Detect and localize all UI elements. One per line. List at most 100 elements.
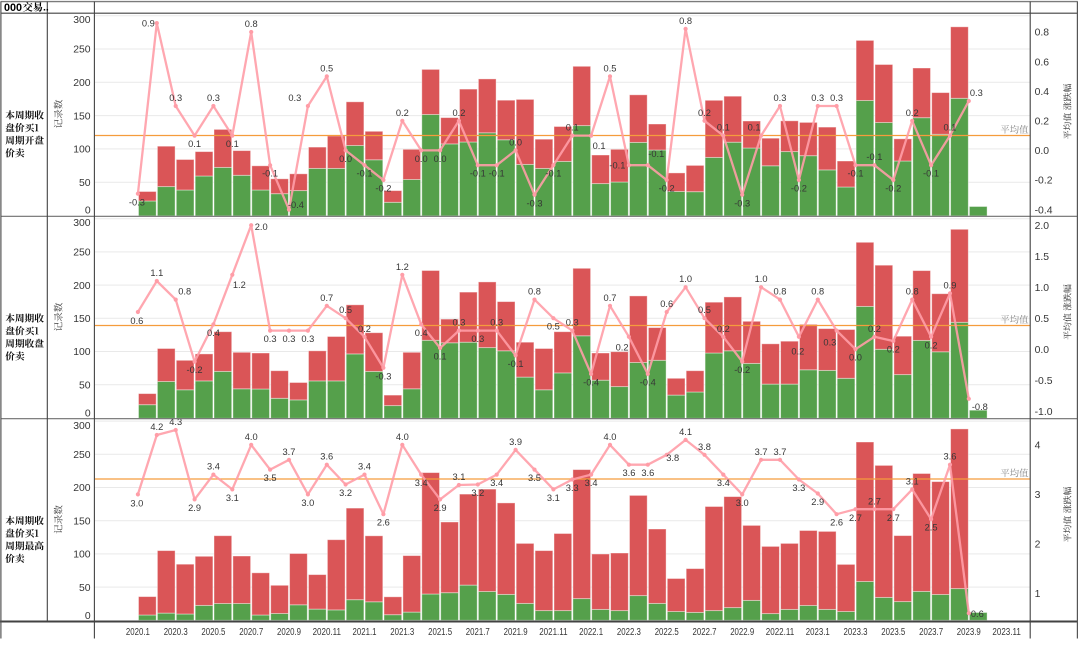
svg-text:3.0: 3.0	[301, 498, 314, 508]
svg-text:2022.7: 2022.7	[693, 627, 717, 638]
svg-text:2021.3: 2021.3	[390, 627, 414, 638]
svg-text:2.0: 2.0	[255, 222, 268, 232]
svg-text:150: 150	[73, 111, 91, 122]
svg-text:0.1: 0.1	[748, 123, 761, 133]
svg-text:1.1: 1.1	[150, 268, 163, 278]
svg-text:0: 0	[85, 408, 91, 419]
svg-text:0.3: 0.3	[566, 318, 579, 328]
svg-text:3.8: 3.8	[698, 442, 711, 452]
svg-text:3.4: 3.4	[358, 462, 371, 472]
svg-text:100: 100	[73, 550, 91, 561]
svg-text:0.2: 0.2	[887, 345, 900, 355]
svg-text:0.8: 0.8	[1035, 28, 1050, 39]
svg-text:-0.2: -0.2	[187, 365, 203, 375]
svg-text:50: 50	[79, 380, 91, 391]
svg-text:0.3: 0.3	[452, 318, 465, 328]
svg-text:2022.9: 2022.9	[730, 627, 754, 638]
svg-text:..: ..	[43, 1, 49, 13]
svg-text:3.1: 3.1	[452, 472, 465, 482]
svg-text:3.1: 3.1	[226, 493, 239, 503]
svg-text:0.0: 0.0	[1035, 146, 1050, 157]
svg-text:-0.1: -0.1	[357, 169, 373, 179]
svg-text:-0.3: -0.3	[129, 198, 145, 208]
svg-text:0.2: 0.2	[396, 108, 409, 118]
svg-text:0.2: 0.2	[717, 324, 730, 334]
svg-text:0.1: 0.1	[226, 139, 239, 149]
svg-text:-0.2: -0.2	[885, 184, 901, 194]
svg-text:150: 150	[73, 314, 91, 325]
svg-text:0.1: 0.1	[593, 141, 606, 151]
svg-text:3.7: 3.7	[283, 447, 296, 457]
svg-text:0.8: 0.8	[245, 19, 258, 29]
svg-text:0.1: 0.1	[943, 123, 956, 133]
svg-text:3.4: 3.4	[490, 478, 503, 488]
svg-text:0.8: 0.8	[774, 287, 787, 297]
svg-text:-0.3: -0.3	[734, 198, 750, 208]
svg-text:0.6: 0.6	[660, 299, 673, 309]
svg-text:2021.7: 2021.7	[466, 627, 490, 638]
svg-text:1.0: 1.0	[679, 274, 692, 284]
svg-text:-0.5: -0.5	[1035, 376, 1053, 387]
svg-text:0.9: 0.9	[142, 19, 155, 29]
svg-text:0.4: 0.4	[1035, 87, 1050, 98]
svg-text:2.7: 2.7	[849, 513, 862, 523]
svg-text:2022.5: 2022.5	[655, 627, 679, 638]
svg-text:1: 1	[1035, 589, 1041, 600]
svg-text:1.0: 1.0	[1035, 283, 1050, 294]
svg-text:2023.3: 2023.3	[844, 627, 868, 638]
svg-text:0.3: 0.3	[774, 93, 787, 103]
svg-text:3.4: 3.4	[717, 478, 730, 488]
svg-text:4.0: 4.0	[245, 432, 258, 442]
svg-text:000: 000	[4, 2, 22, 14]
svg-text:0.4: 0.4	[415, 328, 428, 338]
svg-text:-0.1: -0.1	[489, 169, 505, 179]
svg-text:3.1: 3.1	[906, 476, 919, 486]
svg-text:2023.1: 2023.1	[806, 627, 830, 638]
svg-text:50: 50	[79, 178, 91, 189]
svg-text:100: 100	[73, 347, 91, 358]
svg-text:-0.4: -0.4	[583, 378, 599, 388]
svg-text:3.0: 3.0	[130, 498, 143, 508]
svg-text:3.0: 3.0	[736, 498, 749, 508]
svg-text:200: 200	[73, 281, 91, 292]
svg-text:3.6: 3.6	[320, 452, 333, 462]
svg-text:-0.2: -0.2	[734, 365, 750, 375]
svg-text:2020.3: 2020.3	[164, 627, 188, 638]
svg-text:0.3: 0.3	[283, 334, 296, 344]
svg-text:2020.5: 2020.5	[201, 627, 225, 638]
svg-text:300: 300	[73, 15, 91, 26]
svg-text:300: 300	[73, 218, 91, 229]
svg-text:0.5: 0.5	[320, 63, 333, 73]
svg-text:0.2: 0.2	[906, 108, 919, 118]
svg-text:2.6: 2.6	[377, 518, 390, 528]
svg-text:2022.11: 2022.11	[766, 627, 794, 638]
svg-text:-0.3: -0.3	[375, 371, 391, 381]
svg-text:0.2: 0.2	[791, 346, 804, 356]
svg-text:0.3: 0.3	[264, 334, 277, 344]
svg-text:0.3: 0.3	[471, 334, 484, 344]
svg-text:0.0: 0.0	[434, 154, 447, 164]
svg-text:4: 4	[1035, 441, 1041, 452]
svg-text:0.0: 0.0	[849, 353, 862, 363]
svg-text:3.5: 3.5	[528, 473, 541, 483]
svg-text:0.1: 0.1	[717, 123, 730, 133]
svg-text:3.6: 3.6	[641, 468, 654, 478]
svg-text:0.8: 0.8	[178, 287, 191, 297]
svg-text:0.1: 0.1	[188, 139, 201, 149]
svg-text:2020.9: 2020.9	[277, 627, 301, 638]
svg-text:2021.5: 2021.5	[428, 627, 452, 638]
svg-text:100: 100	[73, 145, 91, 156]
svg-text:2020.7: 2020.7	[239, 627, 263, 638]
svg-text:3.4: 3.4	[207, 462, 220, 472]
svg-text:-0.1: -0.1	[923, 169, 939, 179]
svg-text:0.6: 0.6	[1035, 57, 1050, 68]
svg-text:-0.1: -0.1	[508, 359, 524, 369]
svg-text:-0.2: -0.2	[659, 184, 675, 194]
svg-text:0.3: 0.3	[490, 318, 503, 328]
svg-text:2023.11: 2023.11	[992, 627, 1020, 638]
svg-text:200: 200	[73, 483, 91, 494]
svg-text:2.7: 2.7	[887, 513, 900, 523]
svg-text:4.1: 4.1	[679, 427, 692, 437]
svg-text:0.3: 0.3	[970, 88, 983, 98]
svg-text:150: 150	[73, 516, 91, 527]
